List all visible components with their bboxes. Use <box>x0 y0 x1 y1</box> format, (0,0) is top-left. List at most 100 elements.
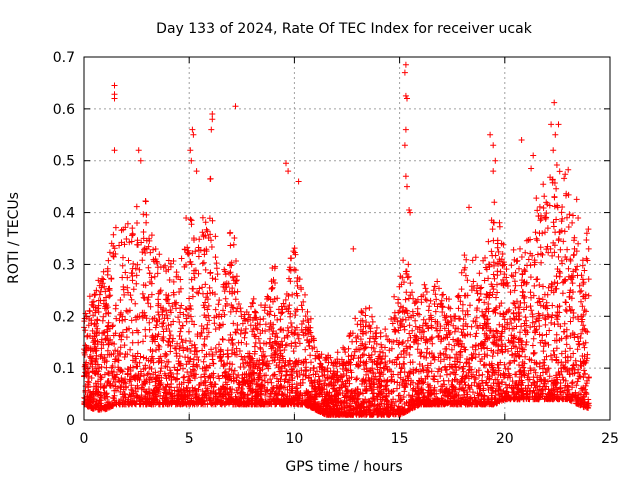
data-point <box>189 366 196 373</box>
data-point <box>123 236 130 242</box>
data-point <box>112 302 119 309</box>
data-point <box>554 316 561 323</box>
data-point <box>545 378 551 385</box>
data-point <box>469 355 476 362</box>
y-tick-label: 0.4 <box>53 206 75 222</box>
data-point <box>163 268 170 275</box>
data-point <box>181 373 188 380</box>
data-point <box>497 386 504 393</box>
data-point <box>337 374 344 381</box>
data-point <box>270 397 277 404</box>
y-tick-label: 0.7 <box>53 50 75 66</box>
data-point <box>341 346 348 353</box>
data-point <box>459 301 466 308</box>
data-point <box>438 383 445 390</box>
data-point <box>221 361 228 368</box>
data-point <box>573 196 580 203</box>
data-point <box>271 312 278 319</box>
data-point <box>188 342 195 349</box>
data-point <box>499 390 506 397</box>
data-point <box>510 273 517 280</box>
data-point <box>557 246 564 253</box>
data-point <box>167 332 174 339</box>
data-point <box>386 403 392 410</box>
data-point <box>511 278 518 285</box>
y-tick-label: 0.3 <box>53 257 75 273</box>
data-point <box>406 330 413 337</box>
data-point <box>485 275 492 282</box>
data-point <box>323 382 330 389</box>
data-point <box>285 399 292 406</box>
data-point <box>132 300 139 307</box>
data-point <box>532 229 539 236</box>
data-point <box>544 225 551 232</box>
data-point <box>527 289 534 296</box>
data-point <box>299 306 306 313</box>
data-point <box>557 380 564 386</box>
data-point <box>559 215 566 222</box>
data-point <box>127 364 134 371</box>
data-point <box>455 340 462 347</box>
data-point <box>549 176 556 183</box>
data-point <box>451 313 458 320</box>
data-point <box>226 270 233 277</box>
data-point <box>324 365 331 372</box>
data-point <box>236 348 243 354</box>
data-point <box>553 345 560 352</box>
data-point <box>380 411 387 418</box>
data-point <box>441 356 448 363</box>
data-point <box>543 369 550 375</box>
data-point <box>521 266 528 273</box>
data-point <box>267 296 274 303</box>
data-point <box>570 350 577 357</box>
data-point <box>226 373 232 380</box>
data-point <box>233 329 239 336</box>
data-point <box>570 361 577 368</box>
data-point <box>133 316 140 323</box>
data-point <box>451 354 458 361</box>
data-point <box>541 193 548 200</box>
data-point <box>480 387 487 394</box>
data-point <box>258 388 265 395</box>
data-point <box>280 300 287 307</box>
data-point <box>492 376 499 383</box>
data-point <box>127 346 134 353</box>
data-point <box>382 326 389 333</box>
data-point <box>212 276 219 283</box>
data-point <box>401 347 408 354</box>
data-point <box>257 330 264 337</box>
data-point <box>451 328 458 335</box>
data-point <box>403 270 410 277</box>
data-point <box>284 379 291 386</box>
data-point <box>551 279 558 286</box>
data-point <box>91 344 98 350</box>
data-point <box>362 344 369 350</box>
data-point <box>284 368 290 375</box>
data-point <box>405 392 412 399</box>
data-point <box>529 313 536 320</box>
data-point <box>479 371 486 378</box>
data-point <box>530 292 537 299</box>
data-point <box>381 400 388 407</box>
data-point <box>522 353 529 360</box>
data-point <box>156 251 163 258</box>
data-point <box>187 258 194 265</box>
data-point <box>198 329 205 336</box>
data-point <box>462 311 469 318</box>
data-point <box>157 368 164 375</box>
data-point <box>164 296 171 303</box>
data-point <box>103 405 109 412</box>
data-point <box>557 385 563 392</box>
data-point <box>334 349 341 356</box>
data-point <box>402 296 409 303</box>
data-point <box>285 327 292 334</box>
data-point <box>543 353 550 360</box>
data-point <box>494 272 501 279</box>
data-point <box>195 253 202 260</box>
data-point <box>446 341 452 348</box>
data-point <box>228 395 235 402</box>
data-point <box>333 372 340 379</box>
data-point <box>297 380 304 386</box>
data-point <box>509 351 516 358</box>
data-point <box>167 260 174 267</box>
